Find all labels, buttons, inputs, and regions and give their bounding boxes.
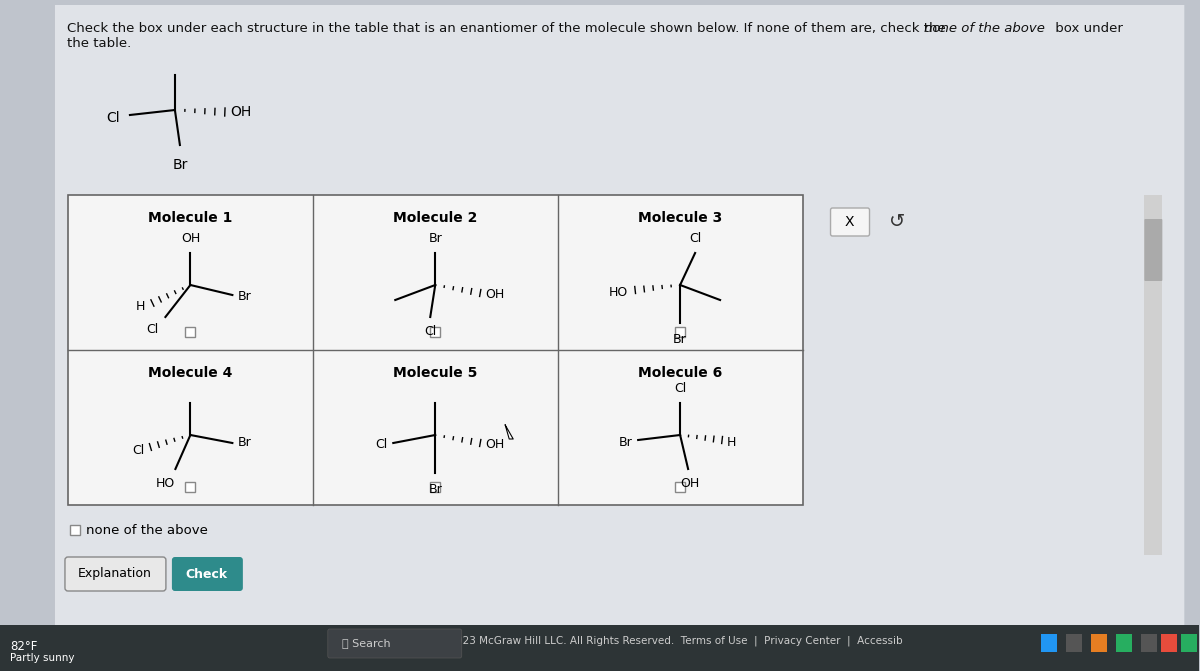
Text: Partly sunny: Partly sunny	[10, 653, 74, 663]
Text: Cl: Cl	[674, 382, 686, 395]
Bar	[1042, 634, 1057, 652]
Text: © 2023 McGraw Hill LLC. All Rights Reserved.  Terms of Use  |  Privacy Center  |: © 2023 McGraw Hill LLC. All Rights Reser…	[437, 636, 902, 646]
Text: HO: HO	[156, 477, 175, 490]
FancyBboxPatch shape	[328, 629, 462, 658]
Text: Molecule 4: Molecule 4	[149, 366, 233, 380]
Text: Br: Br	[238, 291, 251, 303]
Text: Br: Br	[673, 333, 686, 346]
Bar	[185, 482, 196, 492]
Text: OH: OH	[485, 289, 504, 301]
Text: Cl: Cl	[689, 232, 701, 245]
Text: ↺: ↺	[889, 213, 906, 231]
Polygon shape	[505, 425, 514, 439]
Text: H: H	[136, 301, 145, 313]
Text: H: H	[727, 435, 737, 448]
Text: Check the box under each structure in the table that is an enantiomer of the mol: Check the box under each structure in th…	[67, 22, 946, 35]
Bar	[431, 482, 440, 492]
Text: OH: OH	[230, 105, 251, 119]
Text: none of the above: none of the above	[924, 22, 1045, 35]
Bar	[1181, 634, 1198, 652]
FancyBboxPatch shape	[65, 557, 166, 591]
Text: the table.: the table.	[67, 37, 131, 50]
Text: box under: box under	[1051, 22, 1123, 35]
Text: Br: Br	[618, 435, 632, 448]
Text: 🔍 Search: 🔍 Search	[342, 638, 390, 648]
Bar	[676, 327, 685, 337]
Text: Molecule 2: Molecule 2	[394, 211, 478, 225]
Bar	[1162, 634, 1177, 652]
Text: OH: OH	[181, 232, 200, 245]
Bar	[1067, 634, 1082, 652]
Bar	[0, 625, 1199, 671]
Bar	[185, 327, 196, 337]
Text: Cl: Cl	[146, 323, 158, 336]
FancyBboxPatch shape	[1145, 219, 1163, 281]
Text: OH: OH	[680, 477, 700, 490]
Text: Br: Br	[428, 483, 442, 496]
Text: Molecule 5: Molecule 5	[394, 366, 478, 380]
FancyBboxPatch shape	[830, 208, 870, 236]
Bar	[1145, 195, 1163, 555]
Bar	[68, 195, 803, 505]
Text: Molecule 3: Molecule 3	[638, 211, 722, 225]
Text: none of the above: none of the above	[86, 523, 208, 537]
Text: Br: Br	[173, 158, 187, 172]
Text: Br: Br	[238, 437, 251, 450]
Bar	[70, 525, 80, 535]
Text: OH: OH	[485, 439, 504, 452]
Text: 82°F: 82°F	[10, 640, 37, 653]
Text: X: X	[845, 215, 854, 229]
Text: Cl: Cl	[376, 439, 388, 452]
Bar	[676, 482, 685, 492]
Text: Cl: Cl	[132, 444, 144, 458]
Bar	[1141, 634, 1157, 652]
Bar	[1091, 634, 1108, 652]
FancyBboxPatch shape	[172, 557, 242, 591]
Text: HO: HO	[608, 285, 628, 299]
Text: Explanation: Explanation	[78, 568, 152, 580]
FancyBboxPatch shape	[55, 5, 1184, 645]
Bar	[1116, 634, 1133, 652]
Bar	[431, 327, 440, 337]
Text: Molecule 6: Molecule 6	[638, 366, 722, 380]
Text: Molecule 1: Molecule 1	[149, 211, 233, 225]
Text: Cl: Cl	[424, 325, 437, 338]
Text: Br: Br	[428, 232, 442, 245]
Text: Cl: Cl	[107, 111, 120, 125]
Text: Check: Check	[186, 568, 228, 580]
